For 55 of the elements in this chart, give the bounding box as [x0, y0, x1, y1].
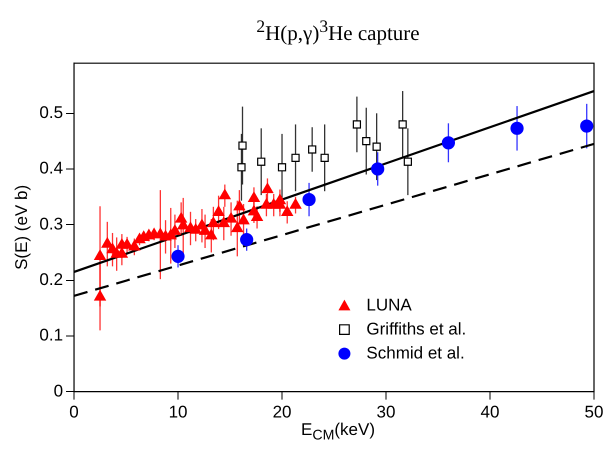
point [308, 145, 316, 154]
y-tick-label: 0.2 [39, 270, 64, 289]
x-tick-label: 50 [584, 402, 604, 422]
point [442, 136, 456, 150]
point [580, 119, 594, 133]
point [404, 158, 412, 166]
x-axis-title: E$_{CM}$(keV) [300, 420, 376, 444]
legend-label: Schmid et al. [366, 343, 465, 362]
legend-label: LUNA [366, 295, 412, 314]
point [362, 136, 370, 146]
x-tick-label: 0 [69, 402, 79, 422]
point [94, 290, 106, 301]
point [232, 222, 244, 232]
point [234, 200, 246, 210]
point [302, 192, 316, 206]
point [238, 214, 250, 224]
x-tick-label: 30 [376, 402, 396, 422]
point [278, 163, 286, 172]
y-axis-title: S(E) (eV b) [12, 184, 31, 270]
point [248, 192, 260, 202]
point [510, 122, 524, 135]
point [121, 238, 133, 249]
x-tick-label: 40 [480, 402, 500, 422]
y-tick-label: 0.3 [39, 214, 64, 234]
point [398, 120, 407, 129]
point [128, 240, 140, 250]
point [206, 229, 218, 240]
point [94, 250, 106, 260]
point [251, 210, 263, 221]
point [291, 154, 300, 162]
point [219, 189, 231, 200]
point [199, 224, 211, 235]
point [238, 141, 247, 150]
point [237, 163, 246, 172]
point [208, 216, 220, 228]
x-tick-label: 20 [272, 402, 292, 422]
y-tick-label: 0 [54, 381, 64, 400]
x-tick-label: 10 [168, 402, 188, 422]
point [371, 162, 384, 176]
point [262, 182, 274, 194]
point [212, 206, 224, 216]
point [281, 206, 294, 216]
y-tick-label: 0.1 [39, 326, 64, 345]
point [320, 154, 329, 162]
chart-title: $^{2}$H(p,γ)$^{3}$He capture [255, 15, 421, 47]
point [372, 142, 381, 151]
point [257, 158, 266, 166]
y-tick-label: 0.5 [39, 102, 64, 122]
point [218, 216, 230, 228]
legend-label: Griffiths et al. [366, 319, 466, 338]
point [290, 198, 302, 209]
y-tick-label: 0.4 [39, 158, 64, 178]
point [225, 212, 237, 223]
point [116, 248, 128, 258]
point [352, 120, 362, 129]
